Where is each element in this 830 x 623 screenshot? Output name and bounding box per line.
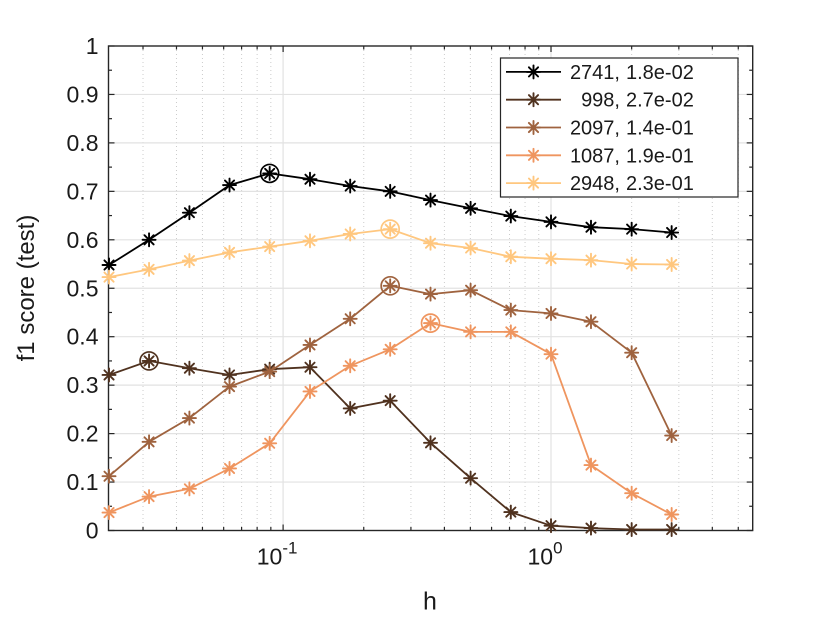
legend: 2741, 1.8e-02 998, 2.7e-02 2097, 1.4e-01 1087,…: [499, 57, 739, 198]
y-tick-label: 1: [86, 33, 99, 59]
series-2948: [101, 219, 680, 285]
legend-label-rate: 1.9e-01: [626, 145, 694, 167]
legend-label-rate: 1.8e-02: [626, 62, 694, 84]
legend-label-count: 2097,: [570, 118, 620, 140]
y-tick-label: 0.8: [67, 130, 99, 156]
peak-circle: [139, 351, 159, 371]
y-tick-label: 0.5: [67, 275, 99, 301]
legend-item: 2948, 2.3e-01: [506, 173, 694, 195]
legend-label-rate: 1.4e-01: [626, 118, 694, 140]
y-tick-label: 0.7: [67, 178, 99, 204]
series-2097: [101, 275, 680, 484]
x-tick-label: 10-1: [257, 539, 298, 570]
peak-circle: [420, 313, 441, 333]
y-tick-label: 0.4: [67, 324, 99, 350]
series-2741: [101, 163, 680, 273]
legend-label-count: 2741,: [570, 62, 620, 84]
peak-circle: [380, 219, 401, 239]
series-1087: [101, 313, 680, 522]
series-line: [108, 284, 673, 477]
peak-circle: [380, 275, 401, 296]
y-tick-label: 0.1: [67, 469, 99, 495]
legend-label-count: 998,: [581, 90, 620, 112]
series-line: [108, 359, 672, 531]
legend-item: 2097, 1.4e-01: [506, 118, 694, 140]
y-axis-label: f1 score (test): [13, 214, 40, 362]
legend-label-rate: 2.7e-02: [626, 90, 694, 112]
peak-circle: [259, 163, 280, 184]
y-tick-label: 0: [86, 518, 99, 544]
x-tick-label: 100: [527, 539, 562, 570]
legend-item: 2741, 1.8e-02: [506, 62, 694, 84]
axes-box: [107, 45, 754, 532]
legend-item: 998, 2.7e-02: [506, 90, 694, 112]
y-tick-label: 0.3: [67, 372, 99, 398]
legend-label-count: 2948,: [570, 173, 620, 195]
series-998: [101, 351, 680, 537]
y-tick-label: 0.2: [67, 421, 99, 447]
y-tick-label: 0.9: [67, 81, 99, 107]
x-axis-label: h: [423, 587, 437, 616]
legend-label-count: 1087,: [570, 145, 620, 167]
y-tick-label: 0.6: [67, 227, 99, 253]
legend-item: 1087, 1.9e-01: [506, 145, 694, 167]
legend-label-rate: 2.3e-01: [626, 173, 694, 195]
